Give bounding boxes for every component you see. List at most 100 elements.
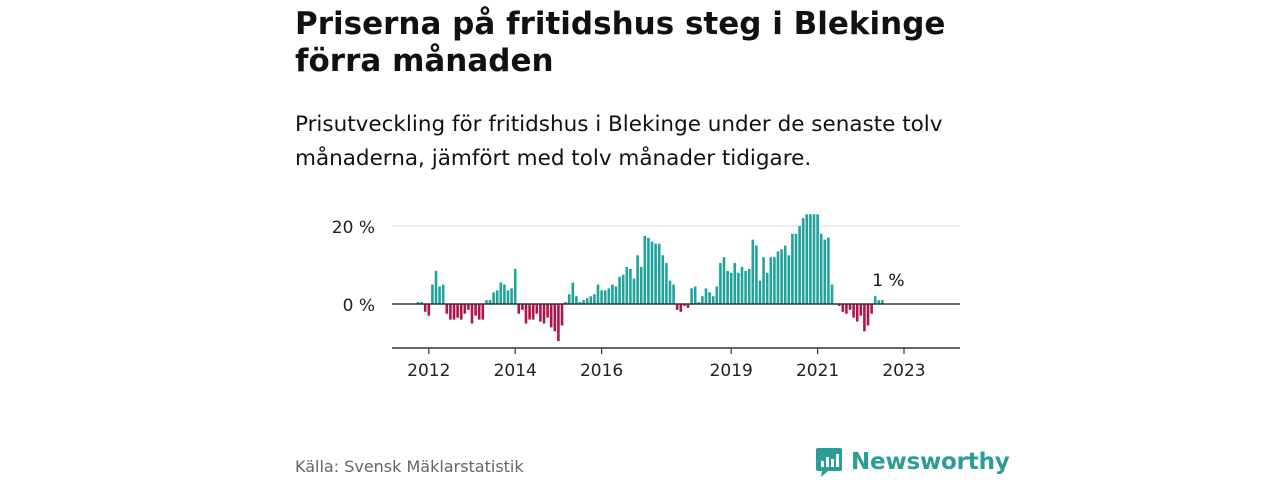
bar [492,292,495,304]
bar [701,296,704,304]
bar [690,288,693,304]
bar [726,270,729,304]
x-tick-label: 2014 [494,361,537,381]
bar [503,284,506,304]
bar [870,304,873,314]
bar [679,304,683,312]
x-tick-label: 2023 [882,361,925,381]
bar [783,245,787,304]
bar [654,243,657,304]
bar [459,304,463,320]
bar [841,304,845,312]
bar [809,214,812,304]
bar [708,292,711,304]
bar [744,270,747,304]
newsworthy-logo-icon [816,448,842,477]
bar [665,263,668,304]
bar [474,304,477,316]
bar [629,268,632,304]
bar [495,290,499,304]
bar [791,233,794,304]
bar [643,235,647,304]
bar [863,304,866,332]
bar [780,249,783,304]
bar [848,304,852,310]
bar [546,304,549,318]
bar [776,251,780,304]
bar [449,304,452,320]
bar [431,284,434,304]
bar [657,243,661,304]
bar [557,304,560,342]
bar [859,304,863,316]
bar [740,266,744,304]
bar [416,302,420,304]
bar [445,304,449,314]
bar [564,302,567,304]
bar [639,266,643,304]
bar [611,284,614,304]
bar [704,288,708,304]
bar [499,282,503,304]
bar [506,290,510,304]
bar [769,257,773,304]
bar [661,255,665,304]
bar [488,300,492,304]
bar [852,304,855,318]
bar [755,245,758,304]
bar [683,304,686,306]
bar [467,304,470,310]
bar [827,237,830,304]
bar [607,288,611,304]
bar [722,257,726,304]
bar [513,268,517,304]
bar [427,304,431,316]
bar [805,214,809,304]
y-tick-label: 20 % [332,218,375,238]
bar [837,304,841,306]
bar [668,280,672,304]
bar [578,302,582,304]
brand-name: Newsworthy [851,449,1010,475]
bar [621,274,625,304]
bar [729,272,733,304]
bar [830,284,834,304]
bar [423,304,427,312]
bar-chart: 0 % 20 % 2012 2014 2016 2019 2021 2023 1 % [332,214,960,381]
brand-logo[interactable]: Newsworthy [815,446,1010,478]
bar [542,304,546,324]
bar [575,296,578,304]
bar [582,300,585,304]
x-tick-label: 2016 [580,361,623,381]
bar [510,288,513,304]
bar [528,304,531,320]
bar [758,280,762,304]
bar [697,302,701,304]
bar [845,304,848,314]
bar [603,290,607,304]
chart-subtitle: Prisutveckling för fritidshus i Blekinge… [295,112,943,171]
bar [477,304,481,320]
bar [517,304,521,314]
bar [747,268,751,304]
bar [647,237,650,304]
bar [571,282,575,304]
bar [877,300,881,304]
bar [481,304,485,320]
bar [765,272,769,304]
bar [819,233,823,304]
bar [441,284,445,304]
bar [812,214,816,304]
bar [618,276,621,304]
bar [751,239,755,304]
bar [420,302,423,304]
bar [553,304,557,332]
chart-title: Priserna på fritidshus steg i Blekinge f… [295,6,946,79]
bar [589,296,593,304]
bar [434,270,438,304]
bar [521,304,524,310]
bar [798,226,801,304]
bar [560,304,564,326]
bar [535,304,539,314]
bar [715,286,719,304]
